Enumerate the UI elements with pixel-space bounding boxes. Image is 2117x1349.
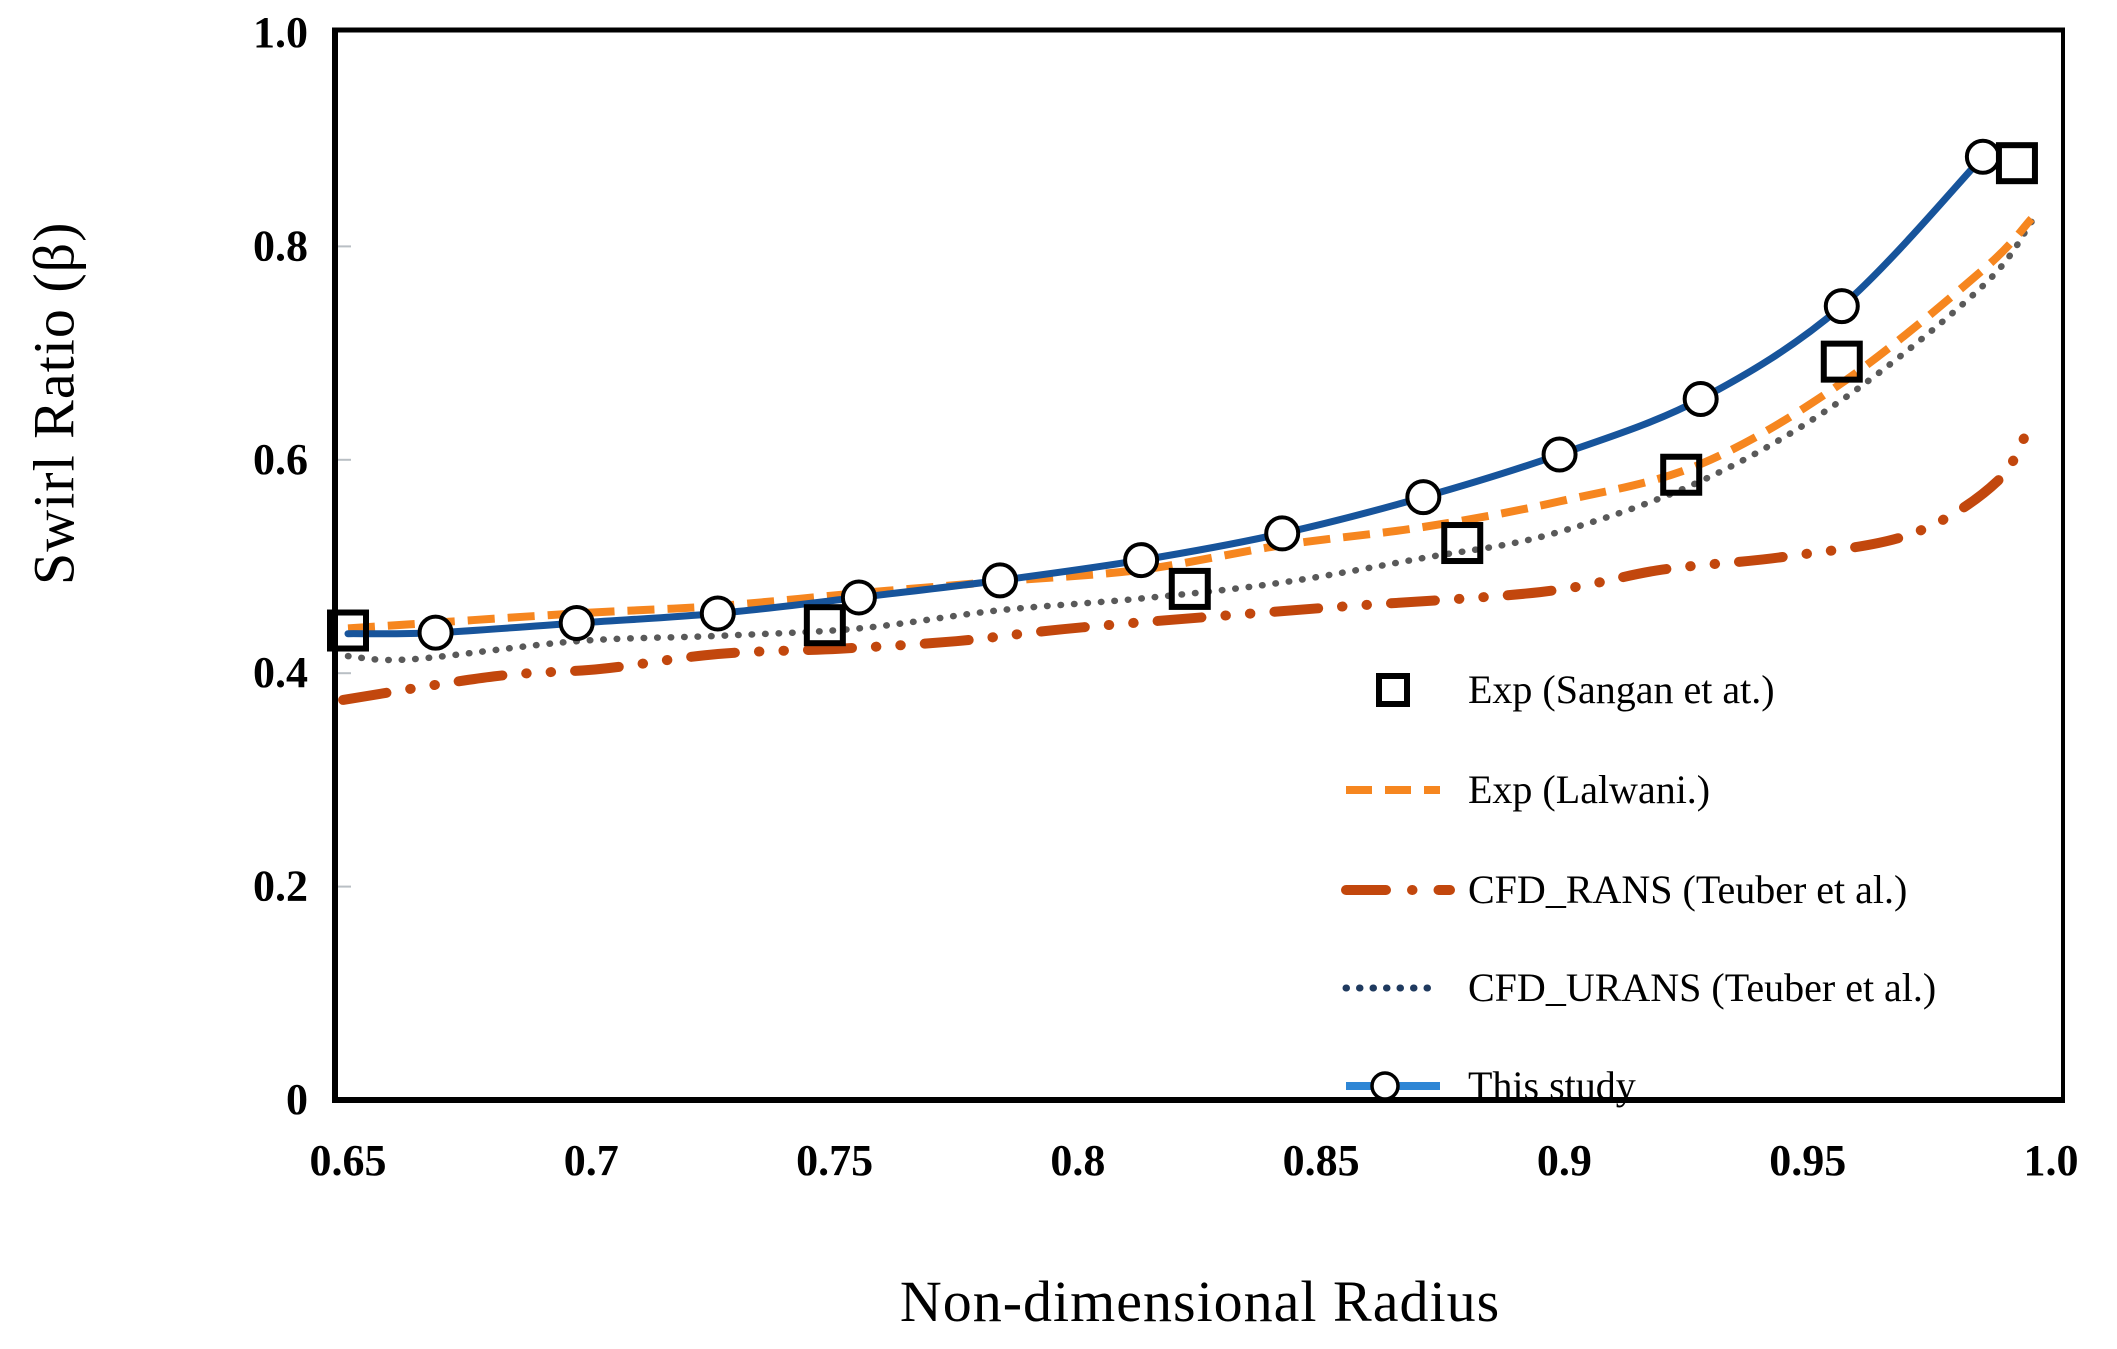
marker-circle-this_study — [417, 614, 454, 651]
x-tick-label: 0.95 — [1769, 1136, 1846, 1185]
series-line-exp_lalwani — [347, 215, 2035, 633]
marker-square-exp_sangan — [1168, 567, 1211, 610]
legend-label-exp_lalwani: Exp (Lalwani.) — [1468, 767, 1710, 812]
legend-key-marker-this_study — [1370, 1071, 1400, 1101]
series-line-cfd_urans — [344, 218, 2035, 664]
legend-label-cfd_rans: CFD_RANS (Teuber et al.) — [1468, 867, 1907, 912]
legend-key-exp_sangan — [1376, 673, 1410, 707]
y-tick-label: 0.4 — [253, 648, 308, 697]
x-axis-title: Non-dimensional Radius — [899, 1269, 1501, 1334]
marker-square-exp_sangan — [1660, 453, 1703, 496]
marker-circle-this_study — [558, 605, 595, 642]
x-tick-label: 0.9 — [1537, 1136, 1592, 1185]
marker-circle-this_study — [1823, 288, 1860, 325]
marker-circle-this_study — [1405, 479, 1442, 516]
marker-circle-this_study — [982, 562, 1019, 599]
x-tick-label: 0.8 — [1050, 1136, 1105, 1185]
marker-circle-this_study — [1682, 380, 1719, 417]
x-tick-label: 1.0 — [2024, 1136, 2079, 1185]
y-tick-label: 0 — [286, 1075, 308, 1124]
x-tick-label: 0.65 — [310, 1136, 387, 1185]
x-tick-label: 0.75 — [796, 1136, 873, 1185]
y-tick-label: 0.6 — [253, 435, 308, 484]
marker-circle-this_study — [1123, 542, 1160, 579]
marker-circle-this_study — [1264, 515, 1301, 552]
x-tick-label: 0.7 — [564, 1136, 619, 1185]
marker-circle-this_study — [1964, 138, 2001, 175]
x-tick-label: 0.85 — [1283, 1136, 1360, 1185]
legend-label-this_study: This study — [1468, 1063, 1636, 1108]
marker-square-exp_sangan — [1995, 142, 2038, 185]
marker-square-exp_sangan — [1820, 340, 1863, 383]
series-line-cfd_rans — [338, 415, 2037, 705]
legend-label-exp_sangan: Exp (Sangan et at.) — [1468, 667, 1775, 712]
y-tick-label: 0.2 — [253, 862, 308, 911]
marker-square-exp_sangan — [803, 604, 846, 647]
marker-circle-this_study — [840, 579, 877, 616]
y-tick-label: 0.8 — [253, 221, 308, 270]
legend-label-cfd_urans: CFD_URANS (Teuber et al.) — [1468, 965, 1936, 1010]
marker-square-exp_sangan — [327, 609, 369, 652]
marker-square-exp_sangan — [1441, 522, 1484, 565]
y-tick-label: 1.0 — [253, 8, 308, 57]
marker-circle-this_study — [699, 595, 736, 632]
marker-circle-this_study — [1541, 436, 1578, 473]
series-line-this_study — [344, 153, 1987, 638]
